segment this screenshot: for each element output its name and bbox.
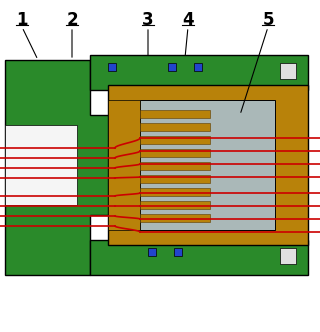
Bar: [108, 85, 308, 245]
Bar: [280, 63, 296, 79]
Bar: [280, 248, 296, 264]
Bar: [5, 125, 77, 205]
Text: 3: 3: [142, 11, 154, 29]
Text: 4: 4: [182, 11, 194, 29]
Bar: [140, 162, 210, 170]
Bar: [140, 110, 210, 118]
Bar: [140, 123, 210, 131]
Bar: [90, 240, 308, 275]
Bar: [148, 248, 156, 256]
Bar: [108, 63, 116, 71]
Bar: [140, 149, 210, 157]
Bar: [140, 201, 210, 209]
Bar: [194, 63, 202, 71]
Text: 1: 1: [16, 11, 28, 29]
Bar: [174, 248, 182, 256]
Bar: [140, 214, 210, 222]
Bar: [140, 188, 210, 196]
Polygon shape: [5, 60, 115, 275]
Bar: [140, 136, 210, 144]
Bar: [168, 63, 176, 71]
Bar: [108, 100, 140, 230]
Bar: [140, 175, 210, 183]
Bar: [140, 100, 275, 230]
Text: 5: 5: [262, 11, 274, 29]
Bar: [90, 55, 308, 90]
Text: 2: 2: [66, 11, 78, 29]
